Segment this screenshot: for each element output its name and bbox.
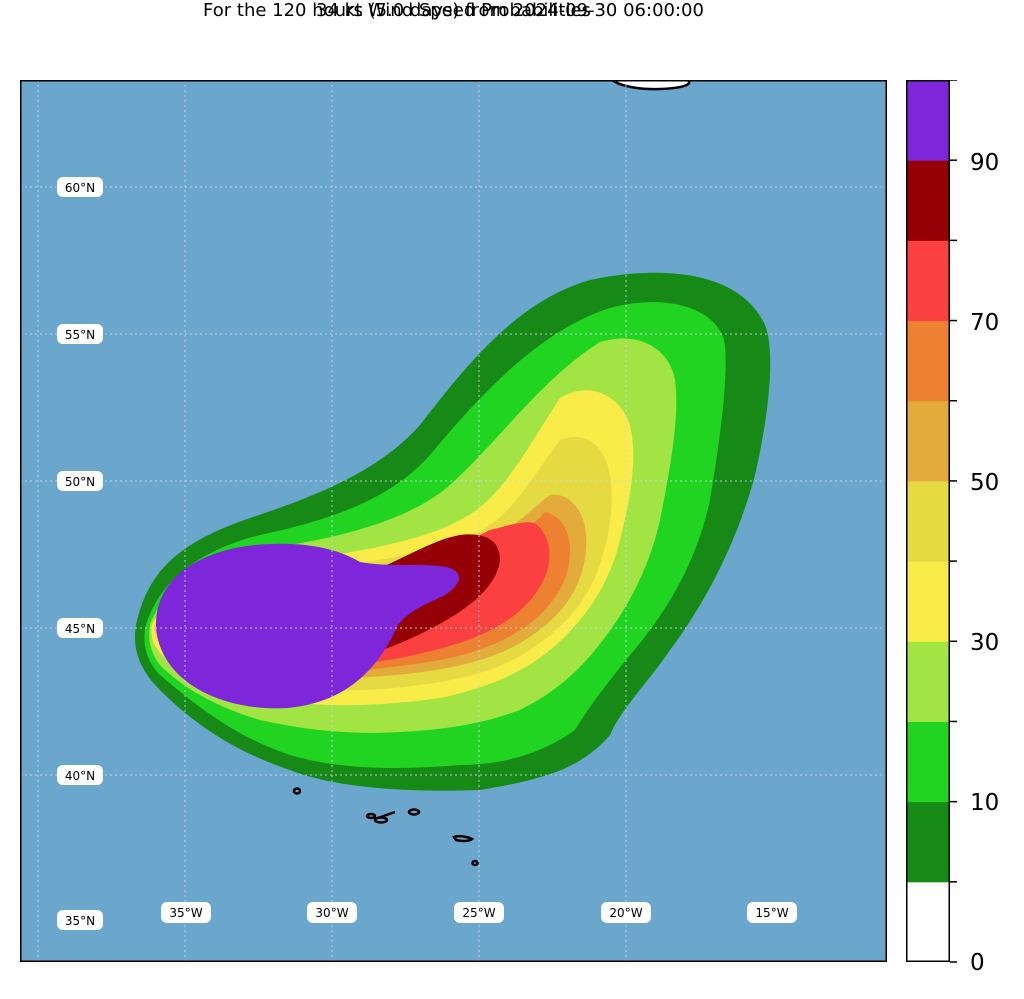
lat-label-50n: 50°N bbox=[65, 475, 95, 489]
colorbar-label-0: 0 bbox=[970, 950, 985, 976]
azores-sao-miguel bbox=[452, 834, 475, 843]
probability-contours bbox=[135, 272, 771, 791]
lat-label-55n: 55°N bbox=[65, 328, 95, 342]
lat-label-45n: 45°N bbox=[65, 622, 95, 636]
longitude-labels: 35°W 30°W 25°W 20°W 15°W bbox=[161, 902, 797, 923]
lat-label-35n: 35°N bbox=[65, 914, 95, 928]
map-frame bbox=[20, 80, 887, 962]
colorbar-bin-80-90 bbox=[906, 160, 950, 241]
lon-label-35w: 35°W bbox=[169, 906, 202, 920]
lat-label-60n: 60°N bbox=[65, 181, 95, 195]
lat-label-40n: 40°N bbox=[65, 769, 95, 783]
graticule bbox=[20, 80, 887, 962]
colorbar-bin-50-60 bbox=[906, 400, 950, 482]
colorbar-bin-70-80 bbox=[906, 240, 950, 322]
colorbar-bin-60-70 bbox=[906, 320, 950, 402]
colorbar-bin-20-30 bbox=[906, 641, 950, 722]
colorbar-bin-90-100 bbox=[906, 80, 950, 161]
colorbar-label-50: 50 bbox=[970, 470, 999, 496]
azores-pico bbox=[373, 816, 389, 824]
lon-label-30w: 30°W bbox=[315, 906, 348, 920]
coastlines bbox=[292, 80, 691, 867]
colorbar-bins bbox=[906, 80, 950, 963]
colorbar-label-90: 90 bbox=[970, 150, 999, 176]
latitude-labels: 60°N 55°N 50°N 45°N 40°N 35°N bbox=[57, 177, 103, 930]
colorbar-bin-40-50 bbox=[906, 480, 950, 562]
contour-90-100 bbox=[156, 543, 460, 709]
colorbar-bin-5-10 bbox=[906, 801, 950, 883]
title-line-1: 34 kt Wind Speed Probabilities bbox=[316, 0, 591, 21]
probability-map: 60°N 55°N 50°N 45°N 40°N 35°N 35°W 30°W … bbox=[20, 80, 887, 962]
lon-label-25w: 25°W bbox=[462, 906, 495, 920]
azores-terceira bbox=[407, 808, 421, 816]
azores-flores bbox=[292, 787, 302, 795]
lon-label-20w: 20°W bbox=[609, 906, 642, 920]
colorbar-bin-0-5 bbox=[906, 881, 950, 963]
title-line-2: For the 120 hours (5.0 days) from 2024-0… bbox=[203, 0, 704, 21]
azores-santa-maria bbox=[471, 859, 479, 867]
colorbar-label-70: 70 bbox=[970, 310, 999, 336]
azores-graciosa bbox=[365, 812, 377, 820]
colorbar-bin-10-20 bbox=[906, 721, 950, 803]
colorbar-bin-30-40 bbox=[906, 561, 950, 642]
colorbar-frame bbox=[906, 80, 950, 962]
iceland-coast bbox=[609, 80, 691, 91]
colorbar-ticks bbox=[950, 80, 957, 963]
colorbar-label-30: 30 bbox=[970, 630, 999, 656]
colorbar: 0 10 30 50 70 90 bbox=[906, 80, 999, 976]
lon-label-15w: 15°W bbox=[755, 906, 788, 920]
colorbar-label-10: 10 bbox=[970, 790, 999, 816]
